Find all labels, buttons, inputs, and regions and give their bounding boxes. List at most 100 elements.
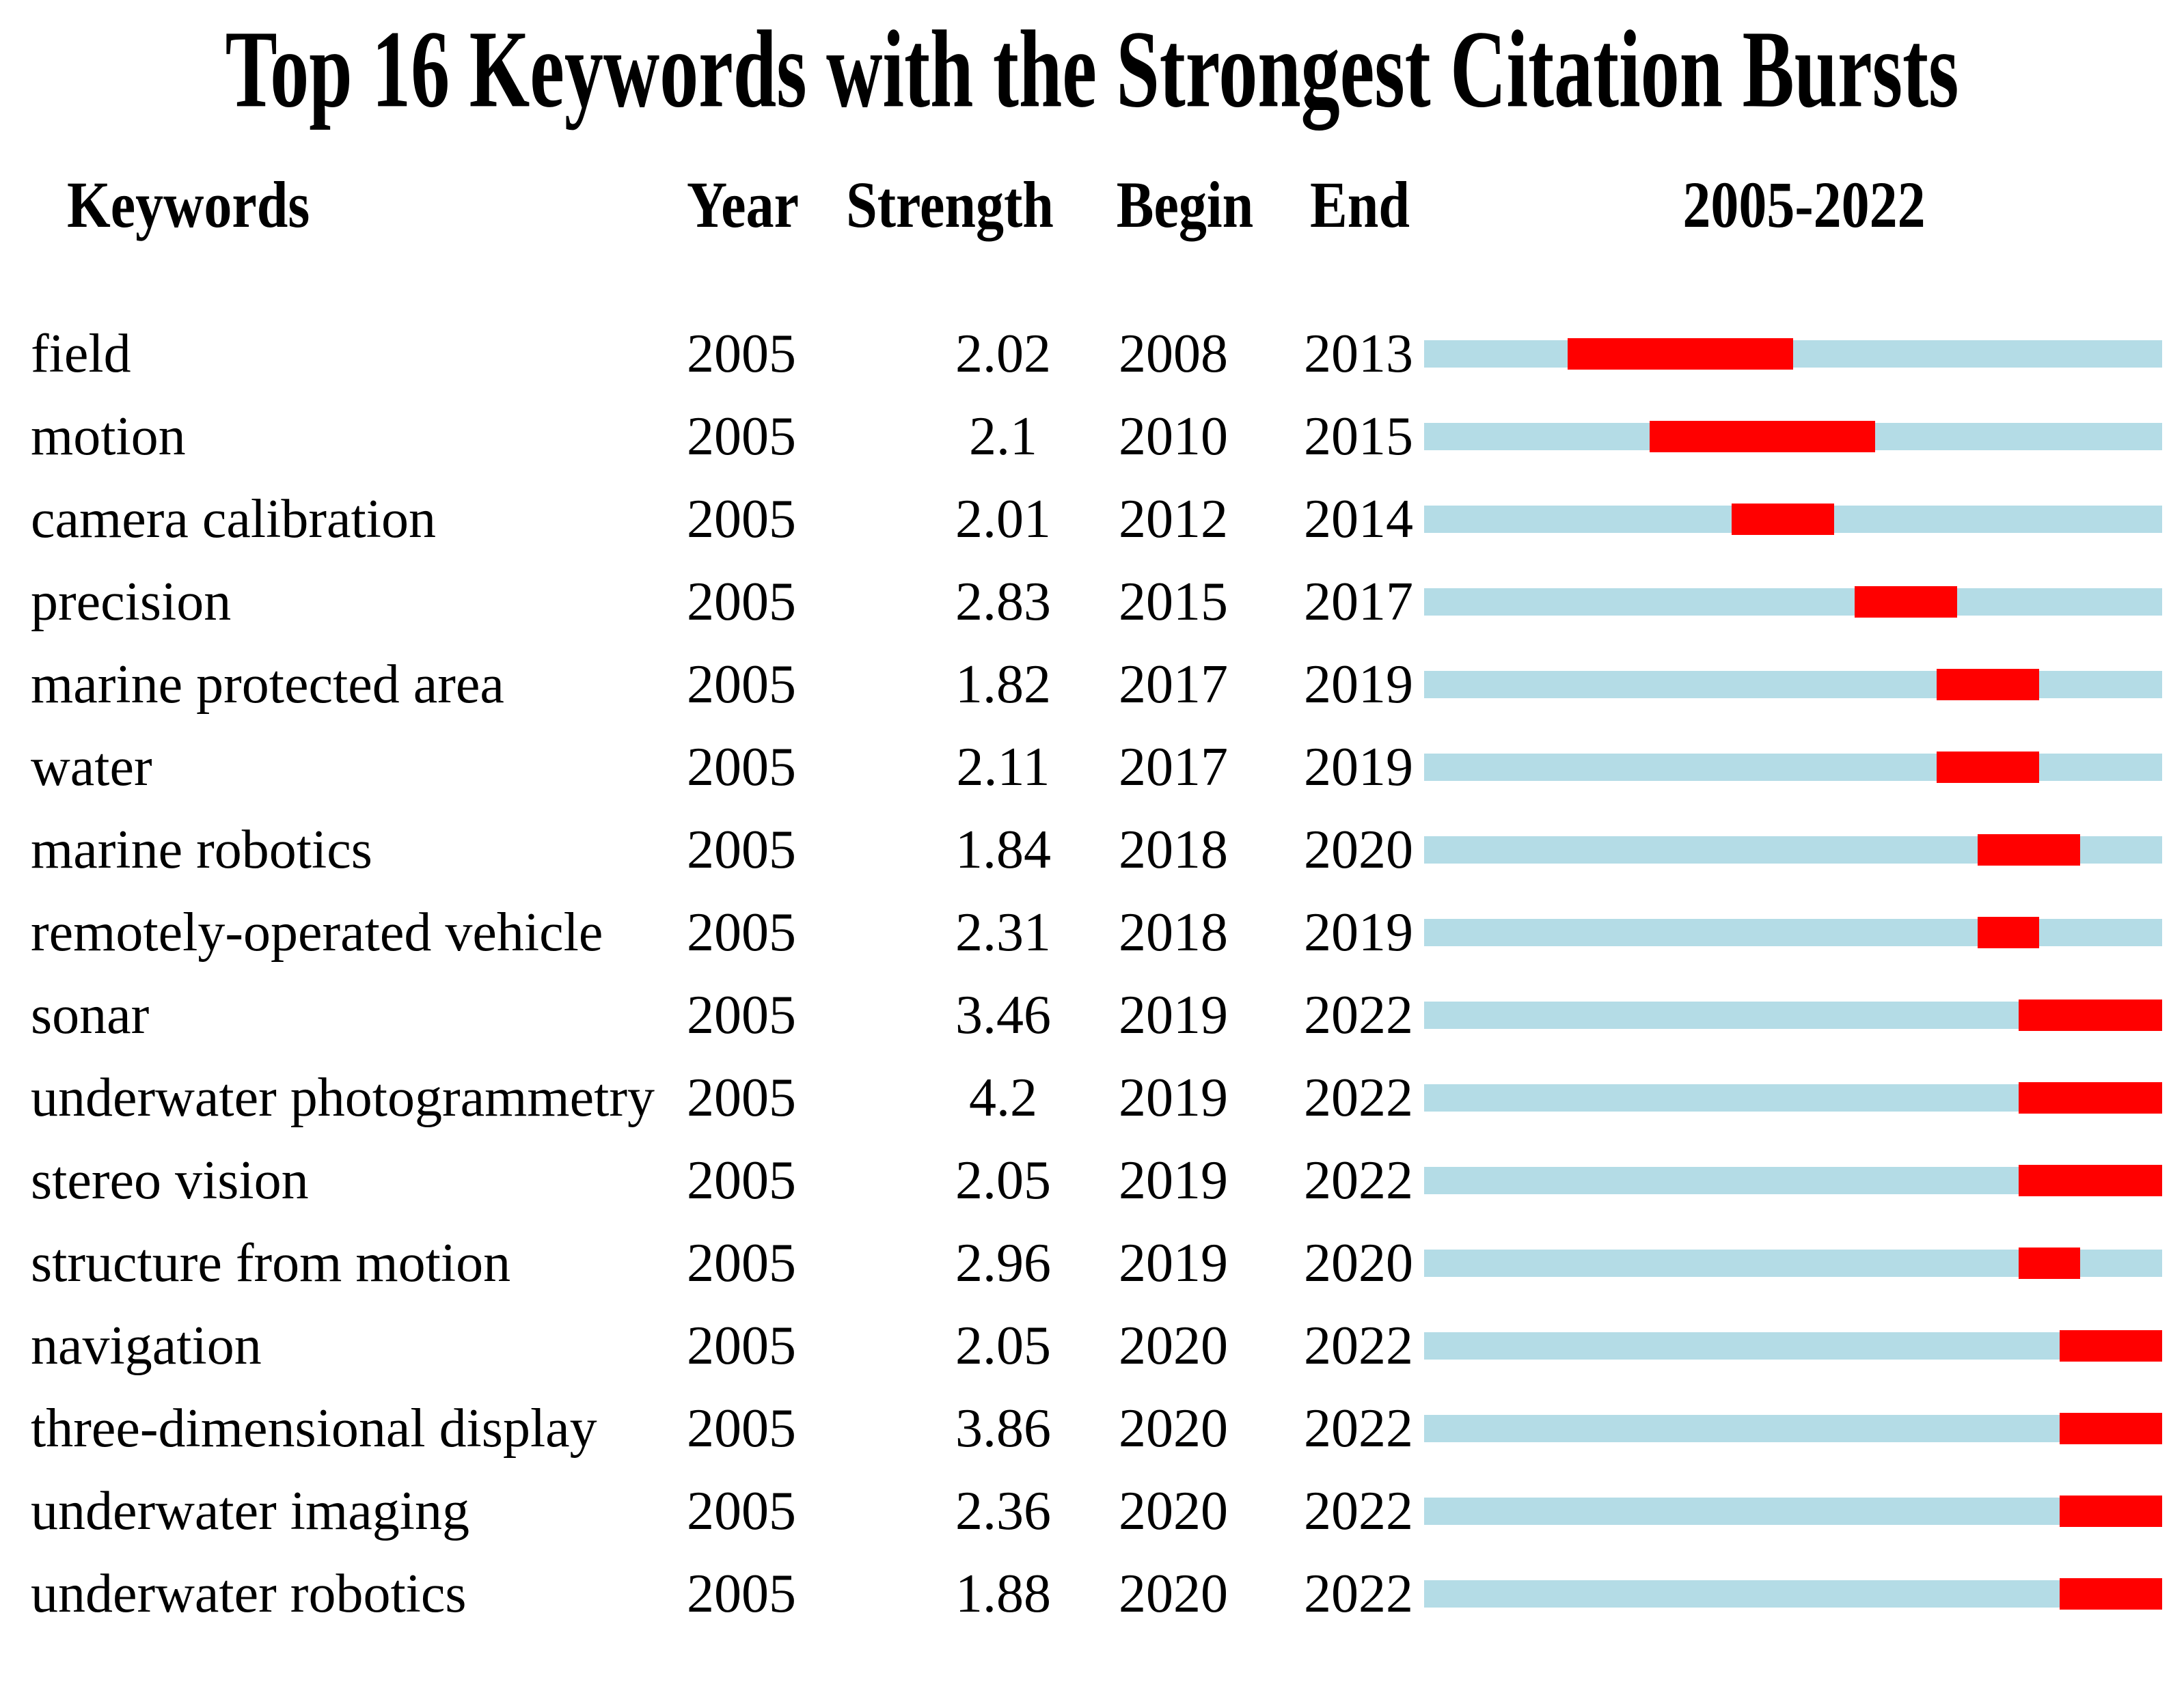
keyword-cell: underwater photogrammetry (31, 1068, 655, 1128)
begin-cell: 2015 (1119, 572, 1228, 632)
burst-segment (1937, 752, 2039, 783)
timeline-bar (1424, 1496, 2162, 1527)
column-header-begin: Begin (1116, 167, 1254, 242)
keyword-cell: marine robotics (31, 820, 372, 880)
timeline-bar (1424, 917, 2162, 948)
end-cell: 2020 (1304, 1233, 1413, 1293)
end-cell: 2014 (1304, 489, 1413, 549)
table-row: field 2005 2.02 2008 2013 (0, 327, 2184, 381)
strength-cell: 1.88 (955, 1564, 1051, 1624)
begin-cell: 2008 (1119, 324, 1228, 384)
begin-cell: 2018 (1119, 820, 1228, 880)
timeline-bar (1424, 338, 2162, 370)
begin-cell: 2020 (1119, 1564, 1228, 1624)
year-cell: 2005 (687, 1316, 796, 1376)
table-row: marine protected area 2005 1.82 2017 201… (0, 657, 2184, 712)
end-cell: 2015 (1304, 406, 1413, 467)
keyword-cell: underwater imaging (31, 1481, 469, 1541)
timeline-bar (1424, 1413, 2162, 1444)
year-cell: 2005 (687, 902, 796, 963)
timeline-bar (1424, 669, 2162, 700)
end-cell: 2022 (1304, 1481, 1413, 1541)
end-cell: 2022 (1304, 1564, 1413, 1624)
burst-segment (1978, 834, 2080, 866)
table-row: structure from motion 2005 2.96 2019 202… (0, 1236, 2184, 1291)
column-header-year: Year (687, 167, 799, 242)
timeline-bar (1424, 752, 2162, 783)
burst-segment (2060, 1330, 2162, 1362)
timeline-bar (1424, 1330, 2162, 1362)
table-row: sonar 2005 3.46 2019 2022 (0, 988, 2184, 1043)
end-cell: 2022 (1304, 1316, 1413, 1376)
burst-segment (2019, 1082, 2162, 1114)
keyword-cell: three-dimensional display (31, 1398, 597, 1459)
timeline-bar (1424, 504, 2162, 535)
strength-cell: 2.05 (955, 1150, 1051, 1211)
page-title: Top 16 Keywords with the Strongest Citat… (225, 7, 1959, 130)
begin-cell: 2018 (1119, 902, 1228, 963)
begin-cell: 2012 (1119, 489, 1228, 549)
end-cell: 2022 (1304, 985, 1413, 1045)
keyword-cell: field (31, 324, 131, 384)
timeline-bar (1424, 586, 2162, 618)
burst-segment (1568, 338, 1793, 370)
burst-segment (2019, 1165, 2162, 1196)
keyword-cell: remotely-operated vehicle (31, 902, 603, 963)
burst-segment (1855, 586, 1957, 618)
burst-segment (2019, 1248, 2080, 1279)
table-row: stereo vision 2005 2.05 2019 2022 (0, 1153, 2184, 1208)
burst-segment (1650, 421, 1875, 452)
year-cell: 2005 (687, 406, 796, 467)
strength-cell: 3.46 (955, 985, 1051, 1045)
timeline-bar (1424, 1248, 2162, 1279)
year-cell: 2005 (687, 489, 796, 549)
timeline-bar (1424, 1000, 2162, 1031)
burst-segment (2060, 1496, 2162, 1527)
keyword-cell: underwater robotics (31, 1564, 467, 1624)
begin-cell: 2019 (1119, 985, 1228, 1045)
timeline-bar (1424, 1082, 2162, 1114)
strength-cell: 2.96 (955, 1233, 1051, 1293)
keyword-cell: water (31, 737, 152, 797)
keyword-cell: stereo vision (31, 1150, 309, 1211)
year-cell: 2005 (687, 985, 796, 1045)
burst-segment (2019, 1000, 2162, 1031)
keyword-cell: navigation (31, 1316, 262, 1376)
begin-cell: 2020 (1119, 1398, 1228, 1459)
timeline-bar (1424, 834, 2162, 866)
table-row: underwater photogrammetry 2005 4.2 2019 … (0, 1071, 2184, 1125)
table-row: marine robotics 2005 1.84 2018 2020 (0, 823, 2184, 877)
strength-cell: 2.83 (955, 572, 1051, 632)
strength-cell: 2.05 (955, 1316, 1051, 1376)
end-cell: 2022 (1304, 1398, 1413, 1459)
burst-segment (1978, 917, 2039, 948)
year-cell: 2005 (687, 1233, 796, 1293)
strength-cell: 2.31 (955, 902, 1051, 963)
burst-segment (2060, 1578, 2162, 1610)
table-row: underwater imaging 2005 2.36 2020 2022 (0, 1484, 2184, 1539)
strength-cell: 2.11 (956, 737, 1050, 797)
keyword-cell: structure from motion (31, 1233, 511, 1293)
end-cell: 2017 (1304, 572, 1413, 632)
table-row: three-dimensional display 2005 3.86 2020… (0, 1401, 2184, 1456)
begin-cell: 2019 (1119, 1068, 1228, 1128)
end-cell: 2013 (1304, 324, 1413, 384)
begin-cell: 2017 (1119, 654, 1228, 715)
table-row: motion 2005 2.1 2010 2015 (0, 409, 2184, 464)
column-header-range: 2005-2022 (1682, 167, 1926, 242)
year-cell: 2005 (687, 654, 796, 715)
burst-segment (2060, 1413, 2162, 1444)
begin-cell: 2019 (1119, 1150, 1228, 1211)
begin-cell: 2017 (1119, 737, 1228, 797)
table-row: navigation 2005 2.05 2020 2022 (0, 1319, 2184, 1373)
keyword-cell: precision (31, 572, 232, 632)
keyword-cell: marine protected area (31, 654, 504, 715)
end-cell: 2019 (1304, 654, 1413, 715)
strength-cell: 2.01 (955, 489, 1051, 549)
begin-cell: 2020 (1119, 1481, 1228, 1541)
strength-cell: 2.02 (955, 324, 1051, 384)
column-header-strength: Strength (846, 167, 1054, 242)
strength-cell: 2.36 (955, 1481, 1051, 1541)
end-cell: 2020 (1304, 820, 1413, 880)
